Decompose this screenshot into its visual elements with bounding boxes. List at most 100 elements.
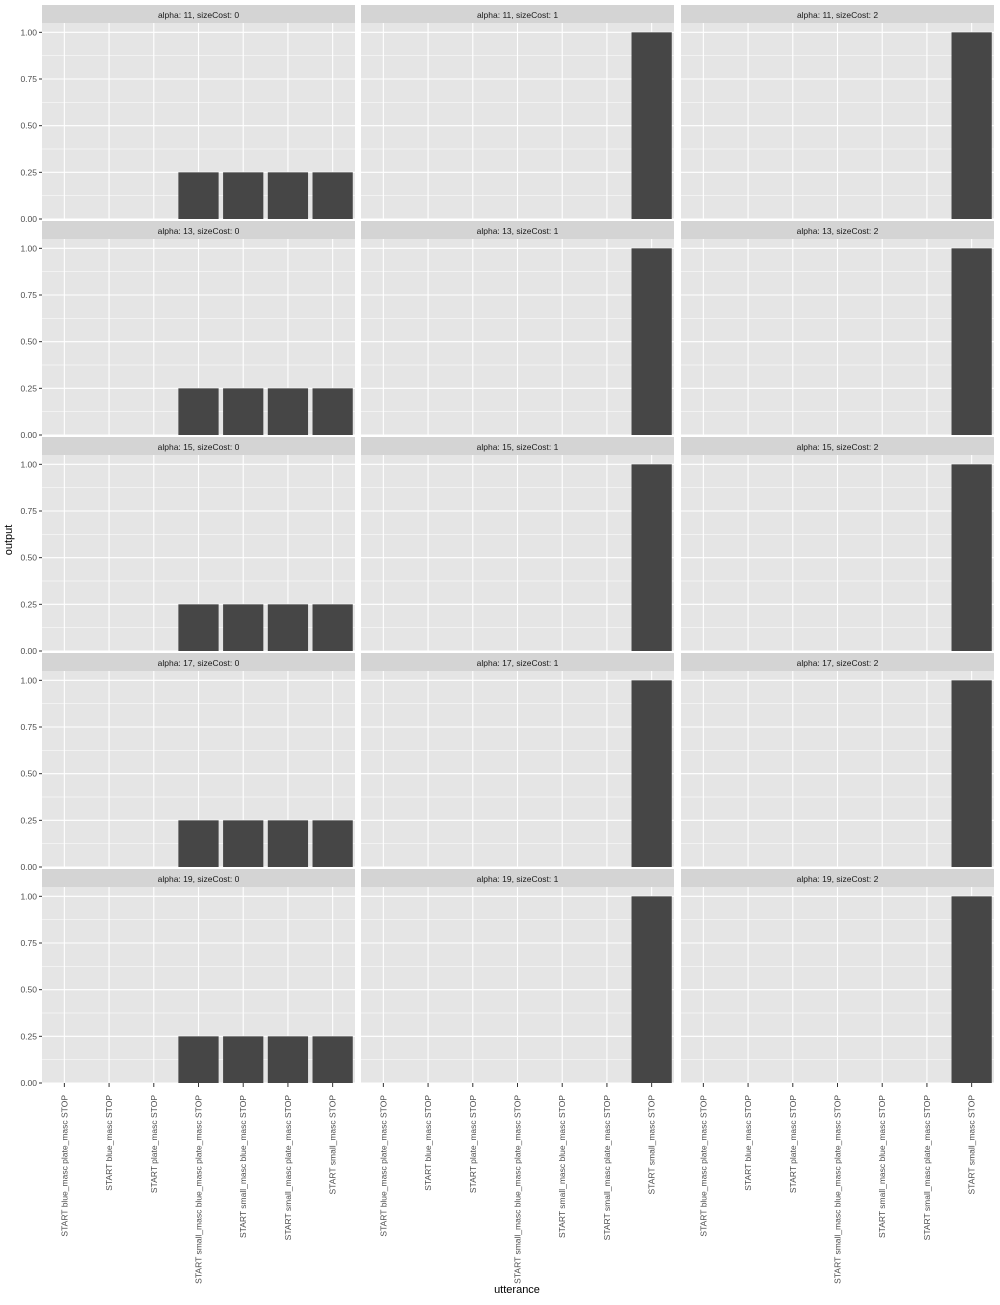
x-tick-label: START blue_masc STOP — [423, 1095, 433, 1191]
facet-strip — [42, 221, 355, 239]
y-tick-label: 0.75 — [20, 722, 37, 732]
bar — [267, 1036, 309, 1083]
x-tick-label: START small_masc blue_masc plate_masc ST… — [194, 1095, 204, 1284]
facet-strip-label: alpha: 13, sizeCost: 2 — [797, 226, 879, 236]
bar — [223, 820, 264, 867]
bar — [223, 604, 264, 651]
facet-panel: alpha: 13, sizeCost: 0 0.00 0.25 0.50 0.75 1.… — [20, 221, 355, 440]
x-tick-label: START small_masc STOP — [647, 1095, 657, 1195]
facet-strip — [42, 5, 355, 23]
facet-strip-label: alpha: 15, sizeCost: 2 — [797, 442, 879, 452]
facet-strip — [681, 221, 994, 239]
bar — [312, 604, 353, 651]
facet-strip-label: alpha: 17, sizeCost: 0 — [158, 658, 240, 668]
facet-strip — [42, 437, 355, 455]
facet-panel: alpha: 17, sizeCost: 2 — [681, 653, 994, 868]
y-tick-label: 0.25 — [20, 167, 37, 177]
facet-strip-label: alpha: 11, sizeCost: 1 — [477, 10, 558, 20]
bar — [178, 1036, 219, 1083]
y-tick-label: 0.75 — [20, 506, 37, 516]
facet-strip — [361, 221, 674, 239]
bar — [312, 820, 353, 867]
facet-strip-label: alpha: 11, sizeCost: 2 — [797, 10, 878, 20]
facet-panel: alpha: 19, sizeCost: 1 START blue_masc pl… — [361, 869, 674, 1284]
y-tick-label: 0.75 — [20, 290, 37, 300]
y-tick-label: 0.50 — [20, 337, 37, 347]
facet-panel: alpha: 19, sizeCost: 2 START blue_masc pl… — [681, 869, 994, 1284]
bar — [631, 896, 672, 1083]
x-tick-label: START small_masc STOP — [967, 1095, 977, 1195]
y-tick-label: 1.00 — [20, 27, 37, 37]
bar — [223, 1036, 264, 1083]
facet-strip-label: alpha: 11, sizeCost: 0 — [158, 10, 239, 20]
facet-panel: alpha: 11, sizeCost: 1 — [361, 5, 674, 220]
x-tick-label: START small_masc blue_masc STOP — [877, 1095, 887, 1238]
facet-panel: alpha: 13, sizeCost: 1 — [361, 221, 674, 436]
x-tick-label: START plate_masc STOP — [149, 1095, 159, 1193]
y-tick-label: 0.50 — [20, 121, 37, 131]
x-tick-label: START plate_masc STOP — [468, 1095, 478, 1193]
facet-panel: alpha: 11, sizeCost: 0 0.00 0.25 0.50 0.75 1.… — [20, 5, 355, 224]
bar — [312, 172, 353, 219]
facet-strip-label: alpha: 15, sizeCost: 0 — [158, 442, 240, 452]
facet-panel: alpha: 15, sizeCost: 0 0.00 0.25 0.50 0.75 1.… — [20, 437, 355, 656]
facet-strip-label: alpha: 17, sizeCost: 1 — [477, 658, 559, 668]
facet-strip — [361, 5, 674, 23]
facet-strip-label: alpha: 19, sizeCost: 2 — [797, 874, 879, 884]
facet-panel: alpha: 17, sizeCost: 0 0.00 0.25 0.50 0.75 1.… — [20, 653, 355, 872]
bar — [267, 172, 309, 219]
x-tick-label: START blue_masc plate_masc STOP — [59, 1095, 69, 1237]
y-tick-label: 0.50 — [20, 985, 37, 995]
facet-strip-label: alpha: 19, sizeCost: 0 — [158, 874, 240, 884]
bar — [951, 32, 992, 220]
y-tick-label: 0.75 — [20, 74, 37, 84]
facet-strip-label: alpha: 19, sizeCost: 1 — [477, 874, 559, 884]
y-tick-label: 0.00 — [20, 862, 37, 872]
bar — [178, 388, 219, 435]
bar — [223, 388, 264, 435]
x-tick-label: START blue_masc plate_masc STOP — [698, 1095, 708, 1237]
y-tick-label: 1.00 — [20, 459, 37, 469]
facet-panel: alpha: 15, sizeCost: 1 — [361, 437, 674, 652]
x-tick-label: START blue_masc STOP — [743, 1095, 753, 1191]
facet-strip — [42, 869, 355, 887]
y-tick-label: 0.50 — [20, 553, 37, 563]
bar — [951, 248, 992, 435]
x-tick-label: START small_masc plate_masc STOP — [283, 1095, 293, 1241]
y-axis-title: output — [3, 525, 15, 556]
bar — [951, 464, 992, 651]
x-tick-label: START small_masc blue_masc plate_masc ST… — [833, 1095, 843, 1284]
y-tick-label: 1.00 — [20, 243, 37, 253]
bar — [267, 604, 309, 651]
y-tick-label: 0.00 — [20, 646, 37, 656]
bar — [178, 820, 219, 867]
facet-panel: alpha: 17, sizeCost: 1 — [361, 653, 674, 868]
bar — [312, 1036, 353, 1083]
facet-strip — [361, 869, 674, 887]
y-tick-label: 0.25 — [20, 815, 37, 825]
x-tick-label: START small_masc plate_masc STOP — [922, 1095, 932, 1241]
facet-strip-label: alpha: 13, sizeCost: 0 — [158, 226, 240, 236]
x-tick-label: START blue_masc plate_masc STOP — [378, 1095, 388, 1237]
y-tick-label: 0.50 — [20, 769, 37, 779]
x-tick-label: START small_masc STOP — [328, 1095, 338, 1195]
bar — [951, 680, 992, 867]
bar — [178, 604, 219, 651]
bar — [631, 464, 672, 651]
facet-strip — [681, 653, 994, 671]
facet-strip — [681, 869, 994, 887]
facet-panel: alpha: 11, sizeCost: 2 — [681, 5, 994, 220]
x-tick-label: START plate_masc STOP — [788, 1095, 798, 1193]
x-tick-label: START blue_masc STOP — [104, 1095, 114, 1191]
bar — [178, 172, 219, 219]
y-tick-label: 0.25 — [20, 383, 37, 393]
y-tick-label: 0.00 — [20, 214, 37, 224]
bar — [951, 896, 992, 1083]
facet-strip-label: alpha: 17, sizeCost: 2 — [797, 658, 879, 668]
bar — [312, 388, 353, 435]
y-tick-label: 1.00 — [20, 675, 37, 685]
facet-panel: alpha: 15, sizeCost: 2 — [681, 437, 994, 652]
facet-strip — [681, 437, 994, 455]
bar — [223, 172, 264, 219]
